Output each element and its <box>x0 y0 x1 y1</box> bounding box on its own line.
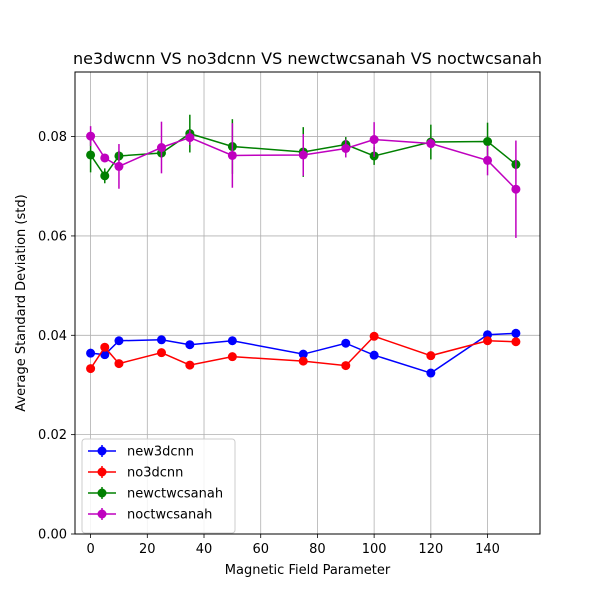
noctwcsanah-point <box>370 135 379 144</box>
newctwcsanah-point <box>100 171 109 180</box>
legend-marker-swatch <box>98 510 107 519</box>
legend-label: noctwcsanah <box>127 508 212 523</box>
new3dcnn-point <box>426 369 435 378</box>
new3dcnn-point <box>86 349 95 358</box>
new3dcnn-point <box>114 336 123 345</box>
no3dcnn-point <box>341 361 350 370</box>
y-tick-label: 0.02 <box>38 428 67 443</box>
chart-title: ne3dwcnn VS no3dcnn VS newctwcsanah VS n… <box>73 49 542 68</box>
legend-marker-swatch <box>98 447 107 456</box>
y-tick-label: 0.06 <box>38 229 67 244</box>
new3dcnn-point <box>185 340 194 349</box>
legend: new3dcnn no3dcnn newctwcsanah noctwcsanah <box>82 439 235 533</box>
new3dcnn-point <box>157 335 166 344</box>
no3dcnn-point <box>185 361 194 370</box>
x-tick-label: 120 <box>418 542 443 557</box>
noctwcsanah-point <box>426 139 435 148</box>
y-tick-label: 0.00 <box>38 528 67 543</box>
noctwcsanah-point <box>341 144 350 153</box>
no3dcnn-point <box>299 357 308 366</box>
no3dcnn-point <box>426 351 435 360</box>
x-tick-label: 140 <box>475 542 500 557</box>
noctwcsanah-point <box>228 151 237 160</box>
new3dcnn-point <box>228 336 237 345</box>
x-tick-label: 100 <box>362 542 387 557</box>
no3dcnn-point <box>228 352 237 361</box>
legend-marker-swatch <box>98 489 107 498</box>
noctwcsanah-point <box>185 133 194 142</box>
y-tick-label: 0.08 <box>38 130 67 145</box>
noctwcsanah-point <box>100 153 109 162</box>
new3dcnn-point <box>341 339 350 348</box>
x-tick-label: 80 <box>309 542 326 557</box>
y-axis-label: Average Standard Deviation (std) <box>14 194 29 411</box>
legend-label: new3dcnn <box>127 445 194 460</box>
new3dcnn-point <box>370 351 379 360</box>
new3dcnn-point <box>511 329 520 338</box>
legend-label: no3dcnn <box>127 466 183 481</box>
no3dcnn-point <box>370 332 379 341</box>
no3dcnn-point <box>86 364 95 373</box>
noctwcsanah-point <box>483 156 492 165</box>
no3dcnn-point <box>483 336 492 345</box>
x-tick-label: 60 <box>252 542 269 557</box>
legend-label: newctwcsanah <box>127 487 223 502</box>
no3dcnn-point <box>157 348 166 357</box>
x-axis-label: Magnetic Field Parameter <box>225 563 391 578</box>
x-tick-label: 0 <box>86 542 94 557</box>
newctwcsanah-point <box>483 137 492 146</box>
no3dcnn-point <box>100 343 109 352</box>
x-tick-label: 20 <box>139 542 156 557</box>
noctwcsanah-point <box>86 132 95 141</box>
newctwcsanah-point <box>86 150 95 159</box>
no3dcnn-point <box>511 337 520 346</box>
legend-marker-swatch <box>98 468 107 477</box>
y-tick-label: 0.04 <box>38 329 67 344</box>
noctwcsanah-point <box>299 150 308 159</box>
noctwcsanah-point <box>157 143 166 152</box>
x-tick-label: 40 <box>196 542 213 557</box>
no3dcnn-point <box>114 359 123 368</box>
noctwcsanah-point <box>511 185 520 194</box>
noctwcsanah-point <box>114 162 123 171</box>
